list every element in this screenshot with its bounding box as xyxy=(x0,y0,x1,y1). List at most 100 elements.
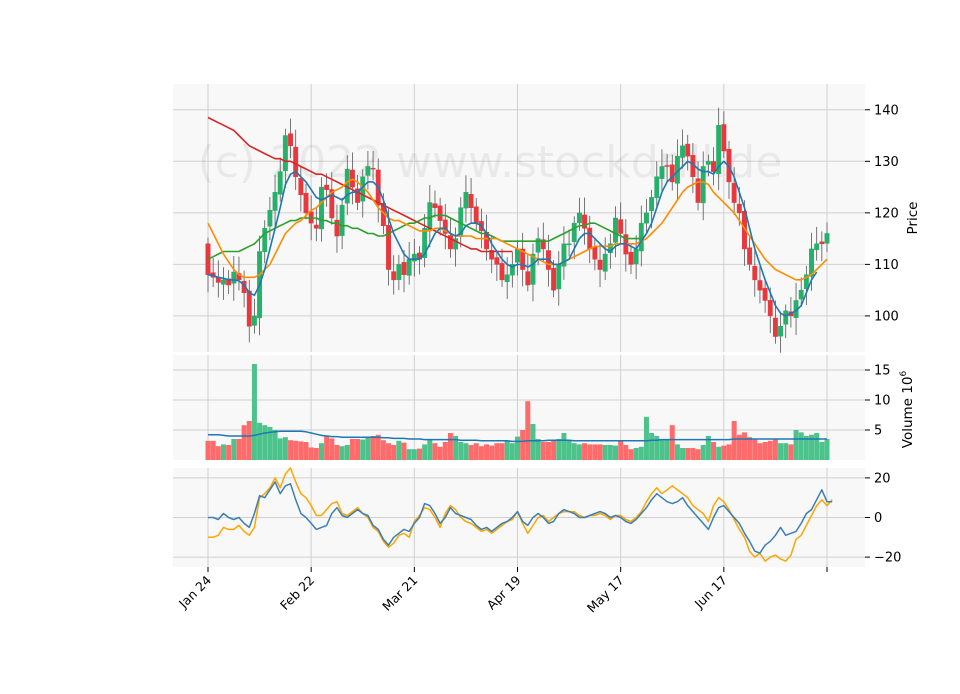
volume-bar xyxy=(329,438,335,460)
candle-body xyxy=(664,165,670,167)
candle-body xyxy=(437,205,443,221)
y-tick-label: 140 xyxy=(874,103,899,118)
candle-body xyxy=(628,251,634,265)
candle-body xyxy=(700,166,706,204)
volume-bar xyxy=(396,440,402,460)
candle-body xyxy=(303,192,309,214)
volume-bar xyxy=(566,440,572,460)
candle-body xyxy=(427,202,433,231)
candle-body xyxy=(659,166,665,179)
volume-bar xyxy=(386,443,392,460)
volume-bar xyxy=(442,442,448,460)
volume-bar xyxy=(401,442,407,460)
volume-bar xyxy=(695,449,701,460)
candle-body xyxy=(613,217,618,243)
volume-bar xyxy=(649,433,655,460)
candle-body xyxy=(473,206,479,224)
candle-body xyxy=(809,248,814,277)
volume-bar xyxy=(726,444,732,460)
candle-body xyxy=(783,310,789,325)
volume-bar xyxy=(592,444,598,460)
volume-bar xyxy=(334,445,340,460)
volume-bar xyxy=(458,442,464,460)
volume-bar xyxy=(215,446,221,460)
volume-bar xyxy=(231,439,237,460)
volume-bar xyxy=(613,445,619,460)
ma-mid-line xyxy=(207,178,828,281)
volume-bar xyxy=(783,443,789,460)
candle-body xyxy=(246,290,252,327)
candle-body xyxy=(447,235,453,250)
volume-bar xyxy=(700,445,706,460)
volume-bar xyxy=(473,443,479,460)
volume-bar xyxy=(344,445,350,460)
volume-bar xyxy=(463,443,469,460)
candle-body xyxy=(226,278,232,286)
candle-body xyxy=(298,178,304,196)
volume-bar xyxy=(607,445,613,460)
volume-bar xyxy=(509,443,515,460)
y-tick-label: 15 xyxy=(874,364,891,379)
volume-bar xyxy=(747,437,753,460)
candle-body xyxy=(814,243,820,251)
volume-bar xyxy=(416,448,422,460)
candle-body xyxy=(391,271,397,281)
candle-body xyxy=(463,191,469,209)
volume-bar xyxy=(664,439,670,460)
candle-body xyxy=(468,193,474,208)
candle-body xyxy=(411,253,417,262)
volume-bar xyxy=(731,421,737,460)
candle-body xyxy=(313,224,319,229)
candle-body xyxy=(680,145,686,158)
price-axis-label: Price xyxy=(905,202,921,235)
y-tick-label: −20 xyxy=(874,551,901,566)
y-tick-label: 120 xyxy=(874,206,899,221)
volume-bar xyxy=(721,445,727,460)
y-tick-label: 5 xyxy=(874,424,882,439)
candle-body xyxy=(339,204,345,236)
candle-body xyxy=(262,228,268,253)
candle-body xyxy=(721,124,727,152)
candle-body xyxy=(752,265,758,281)
volume-bar xyxy=(370,436,376,460)
candle-body xyxy=(282,135,288,172)
candle-body xyxy=(592,246,598,260)
volume-bar xyxy=(380,440,386,460)
volume-bar xyxy=(576,444,582,460)
candle-body xyxy=(396,264,402,280)
volume-bar xyxy=(453,436,459,460)
volume-bar xyxy=(391,445,397,460)
candle-body xyxy=(638,222,644,252)
candle-body xyxy=(432,203,438,208)
candle-body xyxy=(540,239,546,250)
volume-bar xyxy=(540,442,546,460)
candle-body xyxy=(705,161,711,165)
volume-bar xyxy=(803,436,809,460)
volume-bar xyxy=(303,442,309,460)
candle-body xyxy=(602,253,608,272)
candle-body xyxy=(406,258,412,276)
y-tick-label: 0 xyxy=(874,511,882,526)
candle-body xyxy=(494,257,500,265)
candle-body xyxy=(654,176,660,199)
volume-bar xyxy=(757,443,763,460)
candle-body xyxy=(499,263,505,281)
volume-bar xyxy=(478,446,484,460)
candle-body xyxy=(215,277,221,283)
y-tick-label: 20 xyxy=(874,471,891,486)
volume-bar xyxy=(489,445,495,460)
volume-exponent: 6 xyxy=(899,371,909,377)
candle-body xyxy=(489,250,495,260)
volume-bar xyxy=(767,440,773,460)
volume-bar xyxy=(437,446,443,460)
volume-bar xyxy=(530,424,536,460)
volume-bar xyxy=(406,449,412,460)
candle-body xyxy=(757,280,763,291)
volume-bar xyxy=(793,430,799,460)
volume-bar xyxy=(788,444,794,460)
candle-body xyxy=(695,178,701,203)
candle-body xyxy=(803,274,809,290)
x-tick-label: Feb 22 xyxy=(277,573,317,613)
volume-bar xyxy=(798,432,804,460)
candle-body xyxy=(525,271,531,286)
